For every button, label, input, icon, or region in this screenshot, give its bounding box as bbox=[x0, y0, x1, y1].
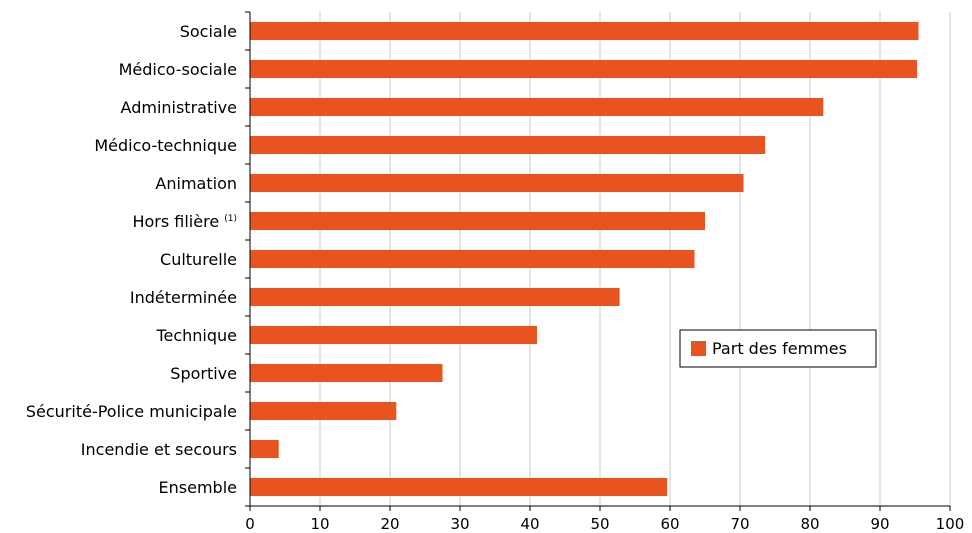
bar bbox=[250, 174, 744, 192]
bar bbox=[250, 60, 918, 78]
category-label: Indéterminée bbox=[130, 288, 237, 307]
x-tick-label: 90 bbox=[870, 515, 889, 533]
x-axis-ticks: 0 10 20 30 40 50 60 70 80 90 100 bbox=[245, 506, 964, 533]
bar bbox=[250, 288, 620, 306]
x-tick-label: 10 bbox=[310, 515, 329, 533]
category-label: Technique bbox=[155, 326, 237, 345]
y-axis-labels: Sociale Médico-sociale Administrative Médic… bbox=[26, 22, 237, 497]
bar bbox=[250, 478, 668, 496]
bar bbox=[250, 364, 443, 382]
category-label: Hors filière (1) bbox=[132, 212, 237, 231]
legend: Part des femmes bbox=[679, 329, 877, 368]
category-label: Animation bbox=[155, 174, 237, 193]
category-label: Ensemble bbox=[159, 478, 237, 497]
x-tick-label: 30 bbox=[450, 515, 469, 533]
category-label: Médico-technique bbox=[94, 136, 237, 155]
category-label: Sportive bbox=[170, 364, 237, 383]
x-tick-label: 0 bbox=[245, 515, 255, 533]
legend-label: Part des femmes bbox=[712, 339, 847, 358]
x-tick-label: 100 bbox=[936, 515, 965, 533]
bar bbox=[250, 98, 824, 116]
bar bbox=[250, 250, 695, 268]
category-label: Sécurité-Police municipale bbox=[26, 402, 237, 421]
x-tick-label: 60 bbox=[660, 515, 679, 533]
category-label: Incendie et secours bbox=[81, 440, 237, 459]
bar bbox=[250, 402, 397, 420]
x-tick-label: 50 bbox=[590, 515, 609, 533]
bar bbox=[250, 212, 705, 230]
x-tick-label: 70 bbox=[730, 515, 749, 533]
bar bbox=[250, 22, 919, 40]
category-label: Administrative bbox=[121, 98, 237, 117]
x-tick-label: 80 bbox=[800, 515, 819, 533]
bar bbox=[250, 136, 766, 154]
bar bbox=[250, 326, 537, 344]
category-label: Médico-sociale bbox=[119, 60, 237, 79]
bar bbox=[250, 440, 279, 458]
bars bbox=[250, 22, 919, 496]
x-tick-label: 20 bbox=[380, 515, 399, 533]
category-label: Culturelle bbox=[160, 250, 237, 269]
category-label: Sociale bbox=[180, 22, 237, 41]
legend-box bbox=[679, 329, 877, 368]
x-tick-label: 40 bbox=[520, 515, 539, 533]
legend-swatch bbox=[691, 341, 706, 356]
